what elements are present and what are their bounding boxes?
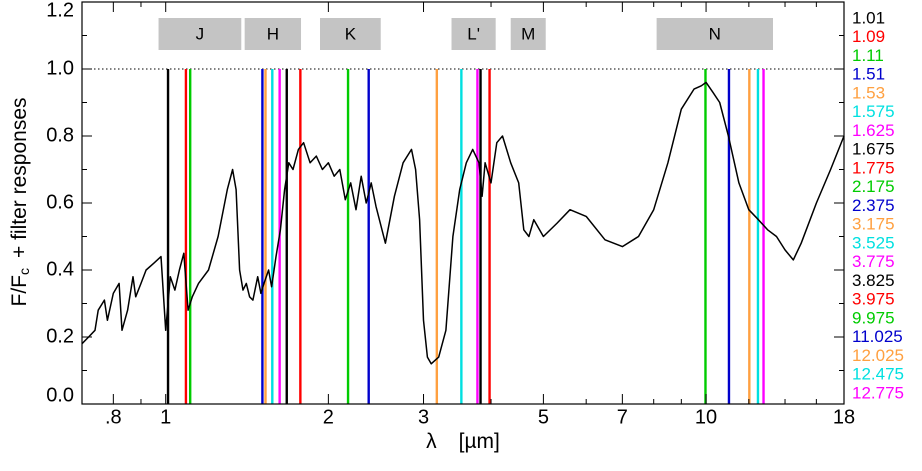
x-axis-unit: [µm] [459,430,500,453]
filter-legend: 1.011.091.111.511.531.5751.6251.6751.775… [852,8,904,402]
legend-entry-19: 12.475 [852,365,904,384]
x-tick-label-4: 5 [538,406,549,428]
filter-lines [166,69,765,404]
band-label-2: K [345,24,357,43]
legend-entry-2: 1.11 [852,46,884,65]
legend-entry-15: 3.975 [852,290,895,309]
x-axis-title: λ [µm] [426,430,500,453]
band-label-5: N [709,24,721,43]
x-tick-labels: .8 1 2 3 5 7 10 18 [105,406,855,428]
legend-entry-9: 2.175 [852,177,895,196]
band-box-1 [244,18,302,50]
y-axis-subscript: c [16,268,32,275]
legend-entry-5: 1.575 [852,102,895,121]
legend-entry-4: 1.53 [852,83,885,102]
legend-entry-13: 3.775 [852,252,895,271]
legend-entry-11: 3.175 [852,215,895,234]
x-axis-symbol: λ [426,430,437,453]
legend-entry-3: 1.51 [852,65,885,84]
x-tick-label-6: 10 [695,406,717,428]
band-box-0 [158,18,242,50]
x-tick-label-7: 18 [833,406,855,428]
y-tick-label-2: 0.4 [46,258,74,280]
legend-entry-10: 2.375 [852,196,895,215]
legend-entry-16: 9.975 [852,308,895,327]
x-tick-label-0: .8 [105,406,122,428]
y-axis-title: F/Fc + filter responses [8,98,32,307]
legend-entry-18: 12.025 [852,346,904,365]
axis-ticks [82,1,845,405]
band-box-2 [320,18,381,50]
band-box-5 [656,18,773,50]
y-tick-label-4: 0.8 [46,124,74,146]
band-label-0: J [196,24,205,43]
y-axis-main: F/F [8,275,31,307]
band-label-4: M [521,24,535,43]
legend-entry-8: 1.775 [852,158,895,177]
legend-entry-20: 12.775 [852,383,904,402]
legend-entry-12: 3.525 [852,233,895,252]
y-tick-labels: 0.0 0.2 0.4 0.6 0.8 1.0 1.2 [46,0,74,406]
x-tick-label-2: 2 [323,406,334,428]
x-tick-label-1: 1 [160,406,171,428]
y-tick-label-3: 0.6 [46,191,74,213]
band-boxes: J H K L' M N [158,18,773,50]
legend-entry-17: 11.025 [852,327,903,346]
y-axis-suffix: + filter responses [8,98,31,259]
band-box-4 [510,18,546,50]
y-tick-label-0: 0.0 [46,384,74,406]
legend-entry-1: 1.09 [852,27,885,46]
band-label-3: L' [467,24,480,43]
x-tick-label-5: 7 [617,406,628,428]
band-label-1: H [267,24,279,43]
spectrum-line [81,81,845,365]
y-tick-label-5: 1.0 [46,57,74,79]
legend-entry-7: 1.675 [852,140,895,159]
y-tick-label-6: 1.2 [46,0,74,21]
y-tick-label-1: 0.2 [46,325,74,347]
band-box-3 [451,18,496,50]
legend-entry-6: 1.625 [852,121,895,140]
legend-entry-14: 3.825 [852,271,895,290]
legend-entry-0: 1.01 [852,8,885,27]
x-tick-label-3: 3 [418,406,429,428]
